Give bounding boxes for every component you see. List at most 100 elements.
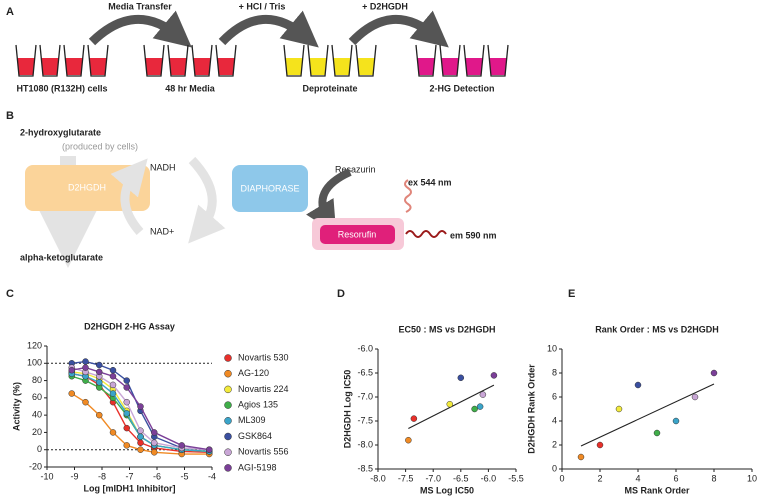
panel-label: A [6, 6, 14, 18]
x-axis-label: MS Log IC50 [420, 485, 474, 495]
point [96, 368, 103, 376]
x-tick-label: 6 [673, 473, 678, 483]
x-tick-label: 8 [711, 473, 716, 483]
tube [15, 44, 37, 77]
x-tick-label: 10 [747, 473, 757, 483]
point [405, 436, 412, 444]
x-tick-label: -7.5 [398, 473, 414, 483]
point [410, 415, 418, 422]
legend-label: Novartis 224 [238, 384, 289, 394]
point [206, 446, 213, 453]
arrow [110, 158, 148, 235]
wave [405, 230, 447, 238]
liquid [309, 58, 327, 75]
x-tick-label: -6 [153, 471, 161, 481]
enzyme-box [232, 165, 308, 212]
x-tick-label: -5 [180, 471, 188, 481]
point [577, 453, 585, 461]
point [151, 439, 158, 447]
legend-label: Novartis 530 [238, 352, 289, 362]
chart-title: Rank Order : MS vs D2HGDH [595, 324, 719, 334]
liquid [169, 58, 187, 75]
point [653, 429, 661, 437]
liquid [333, 58, 351, 75]
legend-marker [224, 385, 232, 394]
y-axis-label: Activity (%) [11, 382, 21, 431]
x-tick-label: -10 [40, 471, 53, 481]
liquid [417, 58, 435, 75]
point [137, 446, 144, 453]
panel-label: E [568, 288, 575, 300]
y-tick-label: -8.5 [357, 463, 373, 473]
x-tick-label: -6.0 [481, 473, 497, 483]
y-tick-label: -7.5 [357, 415, 373, 425]
point [109, 429, 117, 436]
point [137, 433, 144, 440]
y-tick-label: 20 [32, 427, 42, 437]
x-tick-label: 0 [559, 473, 564, 483]
step-label: + D2HGDH [362, 1, 408, 11]
arrow [348, 10, 449, 48]
liquid [41, 58, 59, 75]
y-tick-label: -8.0 [357, 439, 373, 449]
point [446, 400, 454, 408]
point [476, 403, 484, 410]
substrate: 2-hydroxyglutarate [20, 127, 101, 137]
tube [415, 44, 437, 77]
legend-label: Agios 135 [238, 399, 278, 409]
y-tick-label: -6.5 [357, 367, 373, 377]
tube [463, 44, 485, 77]
arrow [306, 168, 352, 234]
chart-title: D2HGDH 2-HG Assay [84, 321, 175, 331]
x-tick-label: -5.5 [508, 473, 524, 483]
tube [331, 44, 353, 77]
tube [143, 44, 165, 77]
chart-title: EC50 : MS vs D2HGDH [398, 324, 495, 334]
liquid [145, 58, 163, 75]
step-label: + HCl / Tris [239, 1, 286, 11]
legend-marker [224, 432, 232, 441]
step-label: Media Transfer [108, 1, 172, 11]
y-tick-label: 80 [32, 375, 42, 385]
point [82, 398, 89, 406]
point [109, 373, 117, 380]
x-tick-label: -9 [70, 471, 78, 481]
cofactor: NAD+ [150, 226, 174, 236]
y-tick-label: 0 [37, 444, 42, 454]
product: alpha-ketoglutarate [20, 252, 103, 262]
point [137, 427, 144, 434]
y-tick-label: 8 [552, 367, 557, 377]
point [137, 403, 144, 410]
x-tick-label: -4 [208, 471, 216, 481]
tube [307, 44, 329, 77]
point [123, 377, 130, 384]
tube [283, 44, 305, 77]
stage-label: 48 hr Media [165, 83, 216, 93]
point [96, 411, 103, 419]
point [672, 417, 680, 425]
tube [355, 44, 377, 77]
y-tick-label: 6 [552, 391, 557, 401]
point [109, 390, 117, 397]
point [596, 441, 604, 449]
y-axis-label: D2HGDH Rank Order [526, 364, 536, 454]
enzyme: D2HGDH [68, 182, 106, 192]
liquid [17, 58, 35, 75]
point [178, 442, 185, 449]
point [151, 429, 158, 436]
tube [215, 44, 237, 77]
legend-marker [224, 354, 232, 362]
x-axis-label: Log [mIDH1 Inhibitor] [84, 483, 176, 493]
arrow [218, 10, 319, 48]
point [123, 424, 130, 432]
x-tick-label: -8.0 [370, 473, 386, 483]
point [109, 366, 117, 374]
tube [439, 44, 461, 77]
point [615, 405, 623, 413]
point [96, 361, 103, 369]
x-tick-label: -8 [98, 471, 106, 481]
trend-line [580, 383, 715, 447]
point [151, 449, 158, 456]
enzyme: DIAPHORASE [240, 183, 299, 193]
